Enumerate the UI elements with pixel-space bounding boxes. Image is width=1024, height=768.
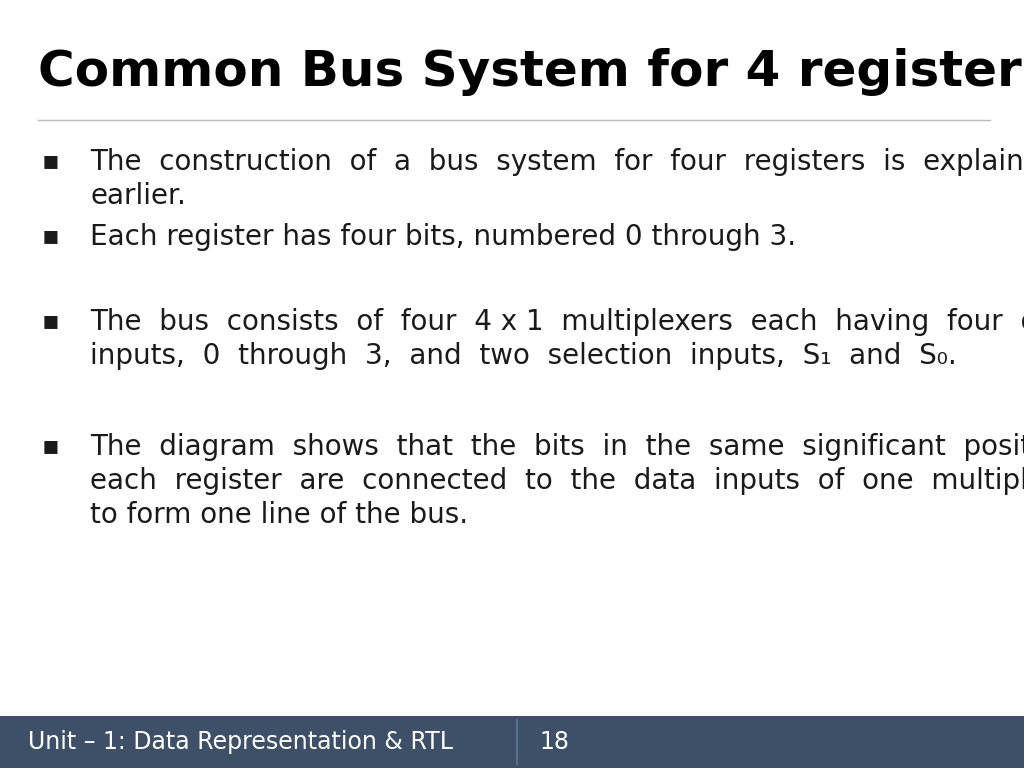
Text: inputs,  0  through  3,  and  two  selection  inputs,  S₁  and  S₀.: inputs, 0 through 3, and two selection i… xyxy=(90,342,956,370)
Text: ▪: ▪ xyxy=(42,148,59,174)
Text: earlier.: earlier. xyxy=(90,182,186,210)
Text: The  construction  of  a  bus  system  for  four  registers  is  explained: The construction of a bus system for fou… xyxy=(90,148,1024,176)
Text: Unit – 1: Data Representation & RTL: Unit – 1: Data Representation & RTL xyxy=(28,730,453,754)
Text: ▪: ▪ xyxy=(42,223,59,249)
Text: 18: 18 xyxy=(539,730,569,754)
Text: The  diagram  shows  that  the  bits  in  the  same  significant  position  in: The diagram shows that the bits in the s… xyxy=(90,433,1024,461)
Text: Common Bus System for 4 registers: Common Bus System for 4 registers xyxy=(38,48,1024,96)
Text: Each register has four bits, numbered 0 through 3.: Each register has four bits, numbered 0 … xyxy=(90,223,796,251)
Text: each  register  are  connected  to  the  data  inputs  of  one  multiplexer: each register are connected to the data … xyxy=(90,467,1024,495)
Text: to form one line of the bus.: to form one line of the bus. xyxy=(90,501,468,529)
Text: ▪: ▪ xyxy=(42,433,59,459)
Text: ▪: ▪ xyxy=(42,308,59,334)
Bar xyxy=(0,716,1024,768)
Text: The  bus  consists  of  four  4 x 1  multiplexers  each  having  four  data: The bus consists of four 4 x 1 multiplex… xyxy=(90,308,1024,336)
